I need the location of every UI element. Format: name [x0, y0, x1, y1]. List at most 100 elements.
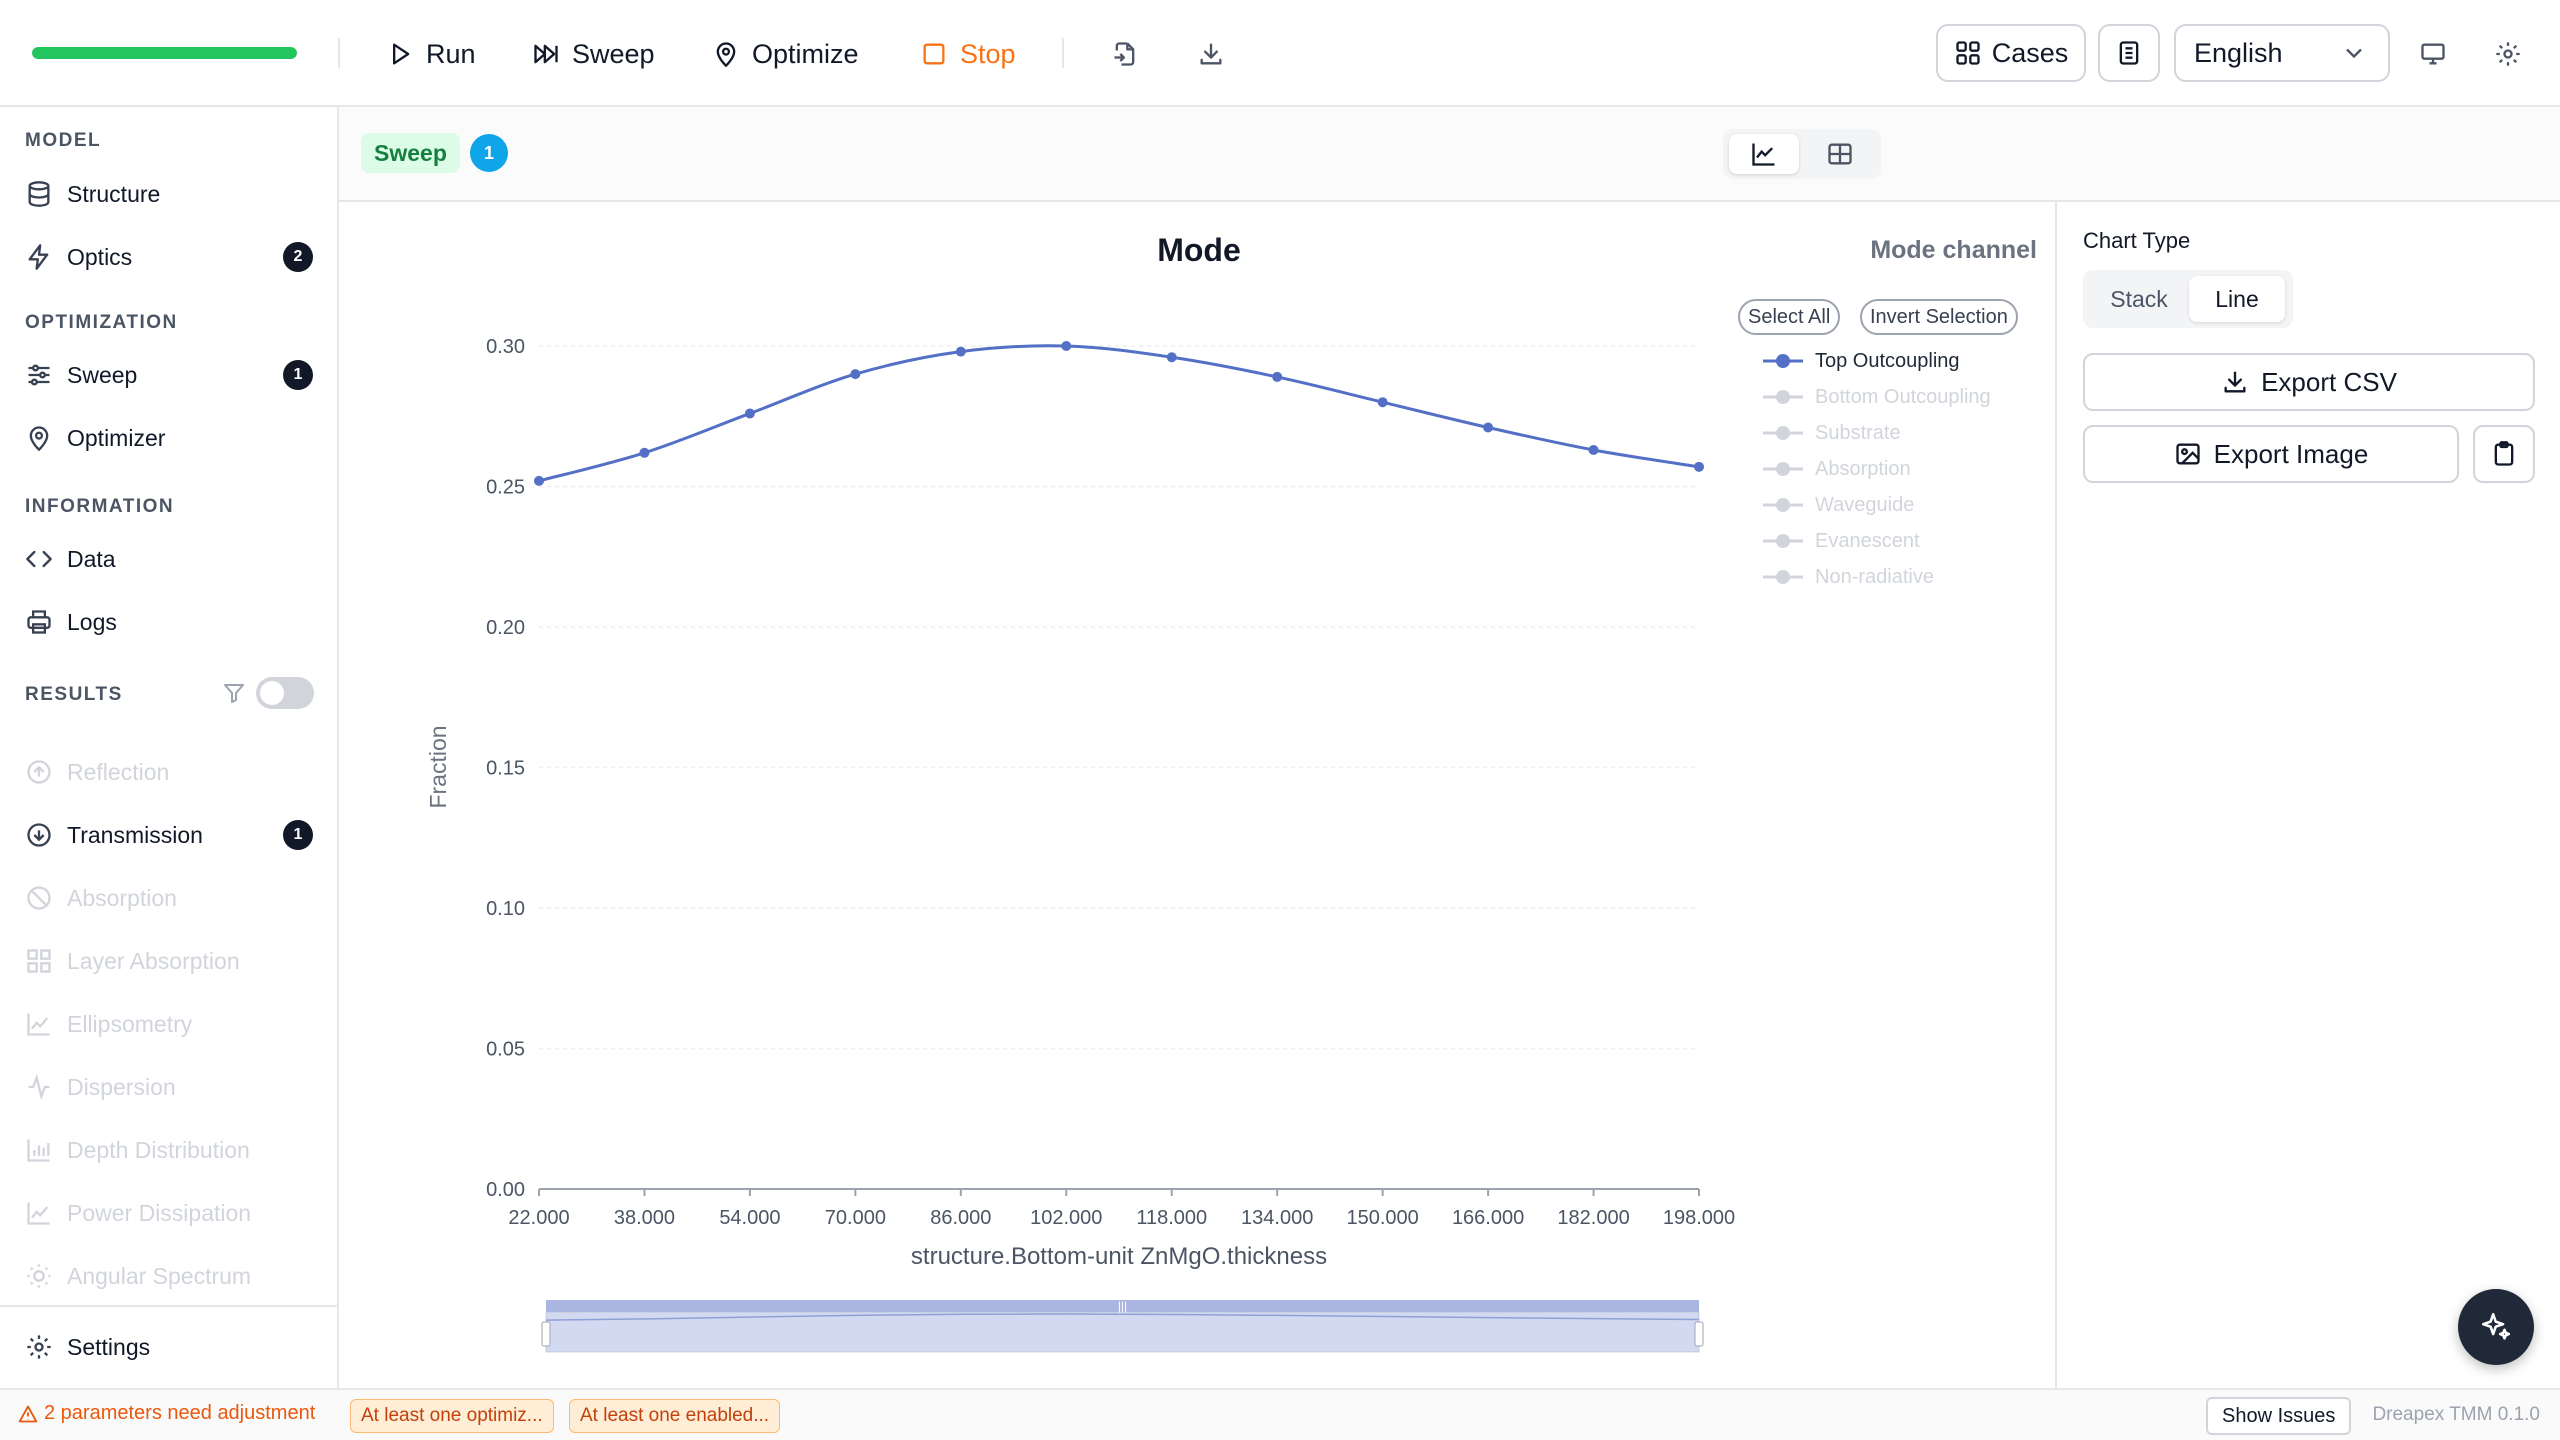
data-point: [639, 447, 650, 458]
export-image-label: Export Image: [2213, 438, 2369, 469]
sidebar-item-label: Sweep: [67, 361, 138, 388]
data-point: [1377, 397, 1388, 408]
arrow-up-circle-icon: [27, 760, 51, 784]
chart-panel: 0.00 0.05 0.10 0.15 0.20 0.25 0.30 22.000 38.00…: [339, 202, 2055, 1388]
sidebar-item-optics[interactable]: Optics 2: [25, 237, 315, 277]
sidebar-item-dispersion[interactable]: Dispersion: [25, 1067, 315, 1107]
notes-button[interactable]: [2098, 24, 2160, 82]
show-issues-button[interactable]: Show Issues: [2206, 1397, 2352, 1435]
sidebar-item-reflection[interactable]: Reflection: [25, 752, 315, 792]
datazoom-window: [546, 1312, 1699, 1352]
monitor-icon[interactable]: [2413, 34, 2453, 74]
select-all-button[interactable]: Select All: [1738, 299, 1841, 335]
results-filter-toggle[interactable]: [256, 677, 314, 709]
sweep-button[interactable]: Sweep: [532, 26, 655, 82]
export-image-button[interactable]: Export Image: [2083, 425, 2459, 483]
language-select[interactable]: English: [2174, 24, 2390, 82]
sidebar-item-ellipsometry[interactable]: Ellipsometry: [25, 1004, 315, 1044]
table-icon[interactable]: [1805, 134, 1875, 174]
ai-assistant-button[interactable]: [2458, 1289, 2534, 1365]
sidebar-item-optimizer[interactable]: Optimizer: [25, 418, 315, 458]
data-point: [1483, 422, 1494, 433]
stop-button[interactable]: Stop: [920, 26, 1016, 82]
sidebar-item-sweep[interactable]: Sweep 1: [25, 355, 315, 395]
datazoom-handle-left[interactable]: [541, 1321, 551, 1347]
legend-label: Evanescent: [1815, 529, 1920, 552]
legend-item[interactable]: Non-radiative: [1761, 562, 1934, 592]
x-tick-label: 166.000: [1452, 1207, 1524, 1229]
sidebar: MODEL Structure Optics 2 OPTIMIZATION Sw…: [0, 107, 339, 1388]
sidebar-item-power-dissipation[interactable]: Power Dissipation: [25, 1193, 315, 1233]
legend-marker: [1763, 354, 1803, 368]
line-chart-icon[interactable]: [1729, 134, 1799, 174]
legend-item[interactable]: Evanescent: [1761, 526, 1920, 556]
copy-to-clipboard-button[interactable]: [2473, 425, 2535, 483]
sidebar-item-label: Angular Spectrum: [67, 1262, 252, 1289]
legend-marker: [1763, 498, 1803, 512]
y-tick-label: 0.00: [486, 1179, 525, 1201]
file-import-icon[interactable]: [1105, 34, 1145, 74]
sidebar-item-label: Depth Distribution: [67, 1136, 250, 1163]
filter-icon[interactable]: [222, 681, 246, 705]
legend-marker: [1763, 390, 1803, 404]
x-tick-label: 198.000: [1663, 1207, 1735, 1229]
issue-chip[interactable]: At least one optimiz...: [350, 1399, 554, 1433]
cases-button[interactable]: Cases: [1936, 24, 2086, 82]
invert-selection-button[interactable]: Invert Selection: [1860, 299, 2018, 335]
legend-item[interactable]: Waveguide: [1761, 490, 1914, 520]
optimize-button[interactable]: Optimize: [712, 26, 859, 82]
x-tick-label: 86.000: [930, 1207, 991, 1229]
legend-label: Top Outcoupling: [1815, 349, 1960, 372]
sidebar-item-angular-spectrum[interactable]: Angular Spectrum: [25, 1256, 315, 1296]
line-chart: 0.00 0.05 0.10 0.15 0.20 0.25 0.30 22.000 38.00…: [425, 336, 1735, 1353]
sidebar-item-label: Layer Absorption: [67, 947, 240, 974]
area-chart-icon: [27, 1013, 50, 1036]
download-icon[interactable]: [1191, 34, 1231, 74]
sidebar-item-transmission[interactable]: Transmission 1: [25, 815, 315, 855]
sidebar-item-structure[interactable]: Structure: [25, 174, 315, 214]
sun-icon: [27, 1264, 51, 1288]
sidebar-section-results: RESULTS: [25, 684, 123, 705]
legend-label: Substrate: [1815, 421, 1901, 444]
legend-item[interactable]: Absorption: [1761, 454, 1911, 484]
language-value: English: [2194, 37, 2283, 68]
legend-label: Absorption: [1815, 457, 1911, 480]
legend-label: Waveguide: [1815, 493, 1915, 516]
export-csv-button[interactable]: Export CSV: [2083, 353, 2535, 411]
legend-label: Bottom Outcoupling: [1815, 385, 1991, 408]
sweep-tag: Sweep: [361, 133, 460, 173]
run-button[interactable]: Run: [386, 26, 476, 82]
cases-label: Cases: [1991, 37, 2069, 68]
layout-grid-icon: [27, 949, 51, 973]
sidebar-item-absorption[interactable]: Absorption: [25, 878, 315, 918]
data-point: [1588, 444, 1599, 455]
sidebar-item-logs[interactable]: Logs: [25, 602, 315, 642]
arrow-down-circle-icon: [27, 823, 51, 847]
chart-type-line[interactable]: Line: [2189, 276, 2285, 322]
y-axis-label: Fraction: [425, 725, 451, 808]
sidebar-section-model: MODEL: [25, 130, 102, 151]
count-badge: 1: [283, 820, 313, 850]
top-toolbar: Run Sweep Optimize Stop Cases English: [0, 0, 2560, 107]
sidebar-item-data[interactable]: Data: [25, 539, 315, 579]
legend-marker: [1763, 462, 1803, 476]
warning-text: 2 parameters need adjustment: [44, 1402, 316, 1424]
issue-chip[interactable]: At least one enabled...: [569, 1399, 781, 1433]
chevron-down-icon: [2346, 48, 2362, 59]
datazoom-handle-right[interactable]: [1694, 1321, 1704, 1347]
warning-triangle-icon: [18, 1405, 38, 1422]
chart-title: Mode: [1157, 232, 1241, 268]
y-tick-label: 0.25: [486, 477, 525, 499]
x-tick-label: 182.000: [1557, 1207, 1629, 1229]
x-tick-label: 134.000: [1241, 1207, 1313, 1229]
gear-icon[interactable]: [2488, 34, 2528, 74]
sidebar-item-depth-distribution[interactable]: Depth Distribution: [25, 1130, 315, 1170]
legend-item[interactable]: Top Outcoupling: [1761, 346, 1960, 376]
count-badge: 2: [283, 242, 313, 272]
chart-type-stack[interactable]: Stack: [2110, 285, 2168, 312]
legend-item[interactable]: Substrate: [1761, 418, 1901, 448]
progress-bar: [32, 47, 297, 59]
sidebar-item-layer-absorption[interactable]: Layer Absorption: [25, 941, 315, 981]
legend-item[interactable]: Bottom Outcoupling: [1761, 382, 1991, 412]
sidebar-item-settings[interactable]: Settings: [25, 1327, 315, 1367]
